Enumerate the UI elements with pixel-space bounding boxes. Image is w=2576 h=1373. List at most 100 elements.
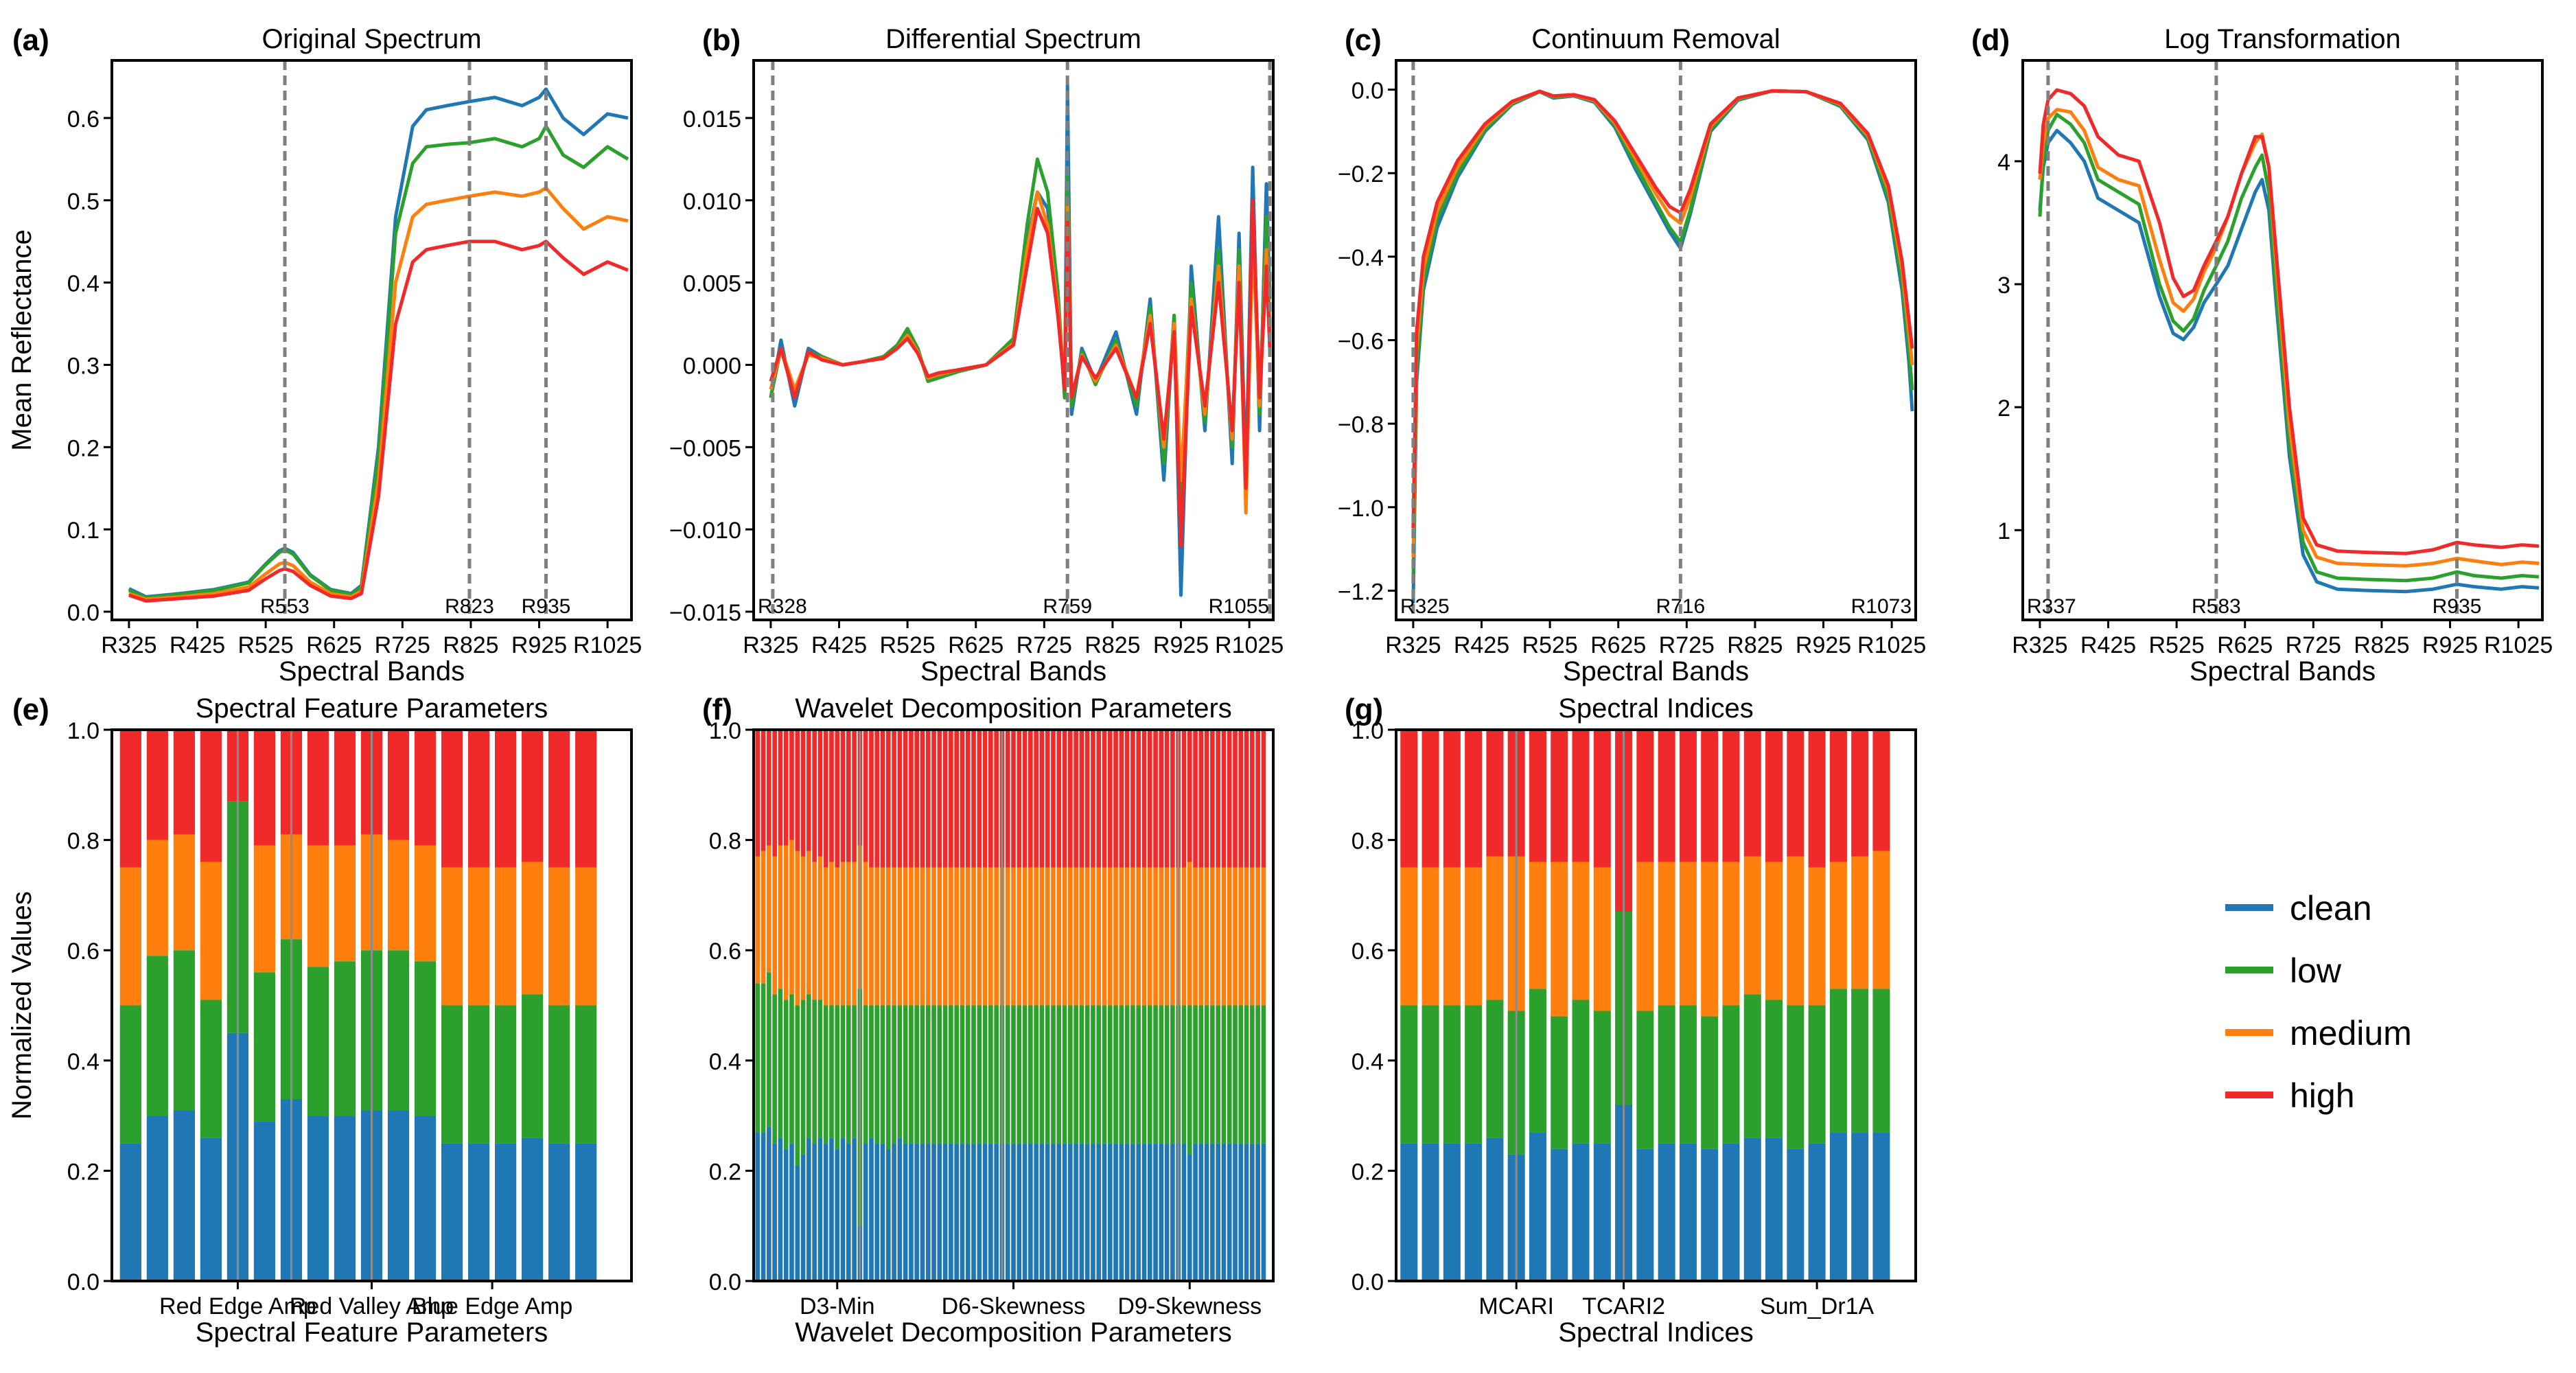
bar-medium (1465, 867, 1483, 1006)
feature-band-label: R1073 (1851, 595, 1912, 618)
x-tick-label: R325 (2012, 632, 2067, 658)
bar-low (823, 1005, 828, 1144)
bar-clean (789, 1143, 794, 1281)
bar-low (1701, 1016, 1719, 1149)
bar-clean (1233, 1143, 1238, 1281)
bar-clean (925, 1143, 931, 1281)
bar-medium (1062, 867, 1067, 1006)
legend-label-high: high (2290, 1076, 2355, 1115)
bar-medium (1227, 867, 1232, 1006)
bar-medium (1808, 867, 1826, 1006)
feature-band-label: R935 (522, 595, 571, 618)
x-tick-label: R425 (170, 632, 225, 658)
bar-medium (1216, 867, 1220, 1006)
y-tick-label: 1.0 (1351, 718, 1384, 744)
y-tick-label: 1 (1997, 518, 2010, 544)
bar-medium (988, 867, 993, 1006)
bar-medium (920, 867, 925, 1006)
bar-high (1068, 730, 1073, 868)
x-axis-label: Spectral Feature Parameters (196, 1317, 548, 1348)
plot-area (1400, 730, 1890, 1281)
bar-clean (1198, 1143, 1204, 1281)
bar-high (1039, 730, 1045, 868)
bar-low (1422, 1005, 1439, 1144)
y-tick-label: 0.8 (709, 829, 741, 855)
bar-clean (387, 1110, 410, 1281)
bar-clean (874, 1143, 880, 1281)
bar-clean (1216, 1143, 1220, 1281)
bar-low (880, 1005, 885, 1144)
bar-low (1572, 1000, 1590, 1144)
y-axis-label: Normalized Values (7, 891, 37, 1120)
bar-high (1147, 730, 1152, 868)
bar-clean (1743, 1138, 1761, 1281)
bar-clean (1465, 1143, 1483, 1281)
bar-medium (1872, 851, 1890, 989)
bar-clean (812, 1143, 817, 1281)
x-tick-label: Red Valley Amp (290, 1293, 454, 1319)
bar-low (903, 1005, 908, 1144)
bar-medium (971, 867, 976, 1006)
bar-low (1255, 1005, 1260, 1144)
bar-low (1551, 1016, 1568, 1149)
bar-low (1091, 1005, 1095, 1144)
bar-clean (1068, 1143, 1073, 1281)
bar-low (846, 1005, 851, 1144)
bar-clean (1679, 1143, 1697, 1281)
bar-clean (1017, 1143, 1022, 1281)
bar-low (1636, 1011, 1654, 1149)
bar-low (1244, 1005, 1249, 1144)
bar-medium (892, 867, 896, 1006)
bar-low (914, 1005, 920, 1144)
x-axis-label: Spectral Bands (1563, 656, 1749, 686)
bar-high (1765, 730, 1783, 862)
y-tick-label: −0.6 (1338, 329, 1384, 355)
bar-clean (840, 1138, 846, 1281)
y-tick-label: 0.2 (67, 435, 100, 461)
bar-clean (942, 1143, 948, 1281)
series-line-medium (769, 190, 1272, 515)
bar-low (1593, 1011, 1611, 1144)
x-tick-label: R1025 (2484, 632, 2553, 658)
bar-low (817, 1000, 823, 1138)
bar-medium (807, 851, 811, 995)
y-tick-label: −0.8 (1338, 412, 1384, 438)
bar-clean (1593, 1143, 1611, 1281)
panel-f: 0.0 0.2 0.4 0.6 0.8 1.0 D3-Min D6-Skewness D9-Sk… (702, 693, 1275, 1348)
panel-label: (a) (12, 23, 49, 57)
bar-clean (1056, 1143, 1062, 1281)
bar-clean (119, 1143, 141, 1281)
bar-low (1084, 1005, 1090, 1144)
y-tick-label: 0.4 (1351, 1049, 1384, 1075)
bar-high (1124, 730, 1130, 868)
bar-high (914, 730, 920, 868)
chart-title: Spectral Feature Parameters (196, 693, 548, 724)
bar-high (1051, 730, 1056, 868)
panel-label: (c) (1345, 23, 1382, 57)
bar-clean (1147, 1143, 1152, 1281)
y-tick-label: 0.0 (709, 1269, 741, 1295)
bar-low (1851, 989, 1869, 1133)
bar-clean (823, 1143, 828, 1281)
bar-medium (800, 856, 806, 1000)
bar-high (823, 730, 828, 868)
bar-high (441, 730, 463, 868)
bar-medium (253, 845, 276, 973)
bar-medium (885, 867, 891, 1006)
bar-high (949, 730, 953, 868)
bar-high (1096, 730, 1102, 868)
bar-clean (795, 1165, 800, 1281)
bar-high (387, 730, 410, 840)
bar-low (522, 994, 544, 1138)
bar-low (1062, 1005, 1067, 1144)
bar-low (1096, 1005, 1102, 1144)
bar-medium (1091, 867, 1095, 1006)
bar-high (1658, 730, 1675, 862)
bar-high (965, 730, 971, 868)
bar-medium (1233, 867, 1238, 1006)
bar-low (1119, 1005, 1124, 1144)
bar-medium (441, 867, 463, 1006)
bar-high (253, 730, 276, 846)
bar-medium (863, 862, 868, 1006)
bar-clean (1074, 1143, 1078, 1281)
